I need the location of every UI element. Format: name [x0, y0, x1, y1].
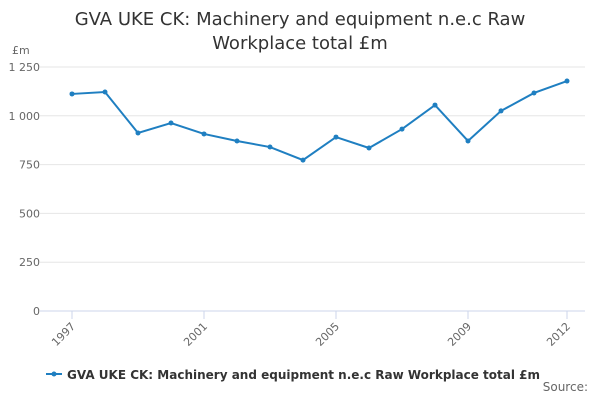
data-point: [135, 130, 141, 136]
y-tick-label: 1 000: [9, 110, 41, 123]
x-tick-label: 2009: [445, 320, 474, 349]
data-point: [432, 102, 438, 108]
data-point: [102, 89, 108, 95]
data-point: [366, 145, 372, 151]
data-point: [531, 90, 537, 96]
data-point: [201, 131, 207, 137]
data-point: [465, 138, 471, 144]
chart-title: GVA UKE CK: Machinery and equipment n.e.…: [74, 9, 526, 54]
y-axis-label: £m: [12, 44, 30, 57]
y-tick-label: 750: [19, 159, 40, 172]
data-point: [498, 108, 504, 114]
data-point: [564, 78, 570, 84]
y-tick-label: 0: [33, 305, 40, 318]
source: Source:: [543, 380, 588, 394]
legend-symbol: [51, 371, 57, 377]
data-point: [69, 91, 75, 97]
data-point: [300, 157, 306, 163]
x-tick-label: 1997: [49, 320, 78, 349]
data-point: [333, 134, 339, 140]
y-tick-label: 250: [19, 256, 40, 269]
data-point: [168, 120, 174, 126]
data-line: [71, 80, 568, 162]
data-point: [399, 126, 405, 132]
data-point: [267, 144, 273, 150]
x-tick-label: 2005: [313, 320, 342, 349]
x-tick-label: 2001: [181, 320, 210, 349]
y-tick-label: 500: [19, 207, 40, 220]
legend-label: GVA UKE CK: Machinery and equipment n.e.…: [67, 368, 540, 382]
data-point: [234, 138, 240, 144]
x-tick-label: 2012: [544, 320, 573, 349]
y-tick-label: 1 250: [9, 61, 41, 74]
